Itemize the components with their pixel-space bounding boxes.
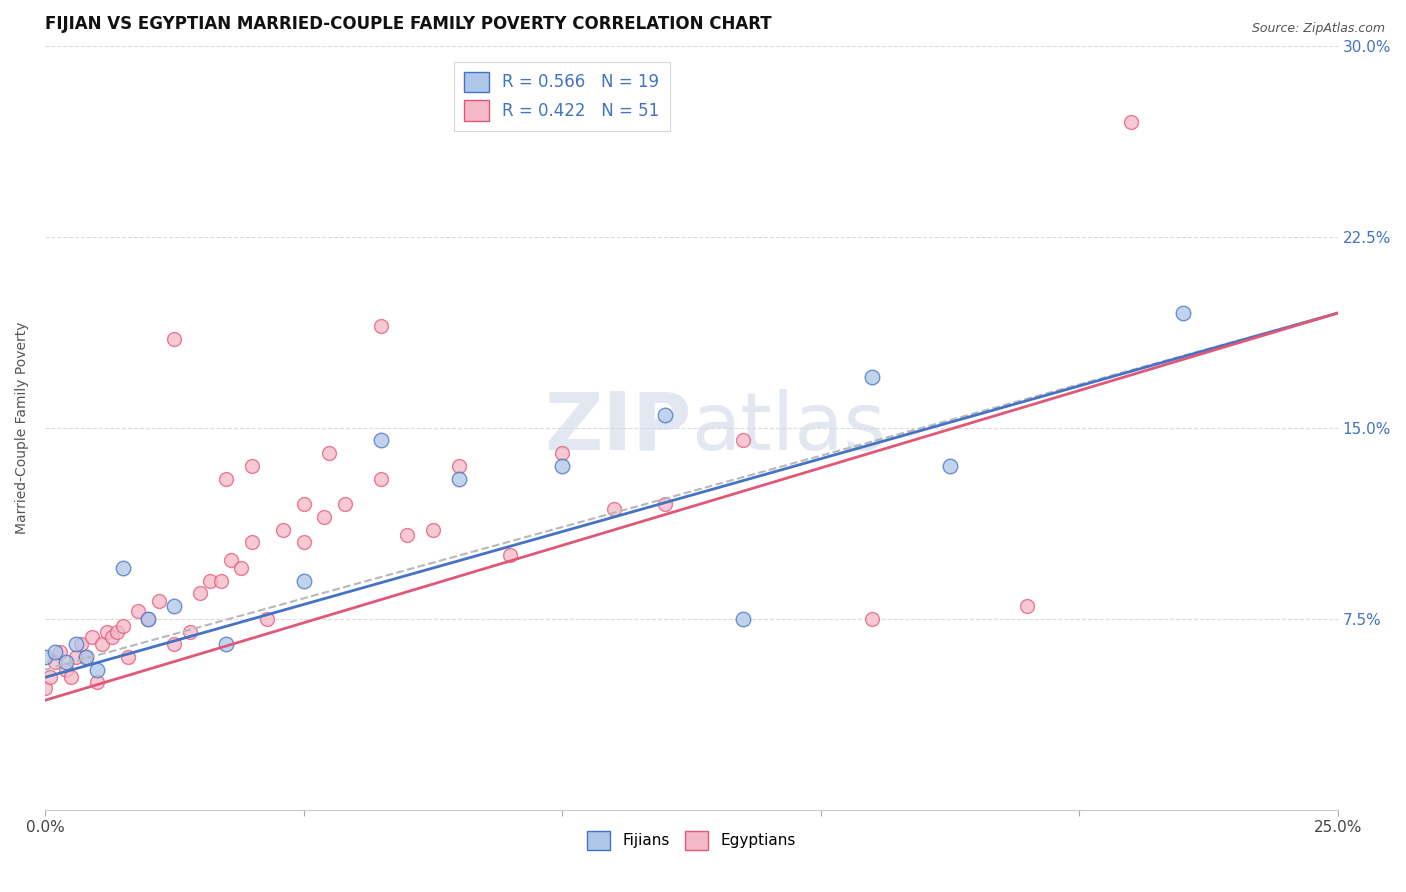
Point [138,612,160,626]
Point [292,574,315,588]
Point [215,637,238,651]
Point [318,446,340,460]
Y-axis label: Married-Couple Family Poverty: Married-Couple Family Poverty [15,321,30,534]
Point [75,650,97,665]
Point [59,670,82,684]
Point [731,612,754,626]
Point [333,497,356,511]
Point [1171,306,1194,320]
Point [551,458,574,473]
Point [231,561,253,575]
Point [860,369,883,384]
Point [271,523,294,537]
Point [551,446,574,460]
Point [292,497,315,511]
Point [111,561,134,575]
Point [370,434,392,448]
Point [163,599,186,613]
Point [395,527,418,541]
Point [603,502,626,516]
Point [1119,115,1142,129]
Point [860,612,883,626]
Point [70,637,93,651]
Point [90,637,112,651]
Legend: Fijians, Egyptians: Fijians, Egyptians [581,825,801,855]
Point [80,630,103,644]
Text: FIJIAN VS EGYPTIAN MARRIED-COUPLE FAMILY POVERTY CORRELATION CHART: FIJIAN VS EGYPTIAN MARRIED-COUPLE FAMILY… [45,15,772,33]
Point [447,458,470,473]
Point [101,630,124,644]
Point [200,574,222,588]
Point [55,663,77,677]
Point [163,637,186,651]
Point [39,670,62,684]
Point [127,604,149,618]
Point [65,637,87,651]
Text: ZIP: ZIP [544,389,692,467]
Point [292,535,315,549]
Point [65,650,87,665]
Point [370,318,392,333]
Point [111,619,134,633]
Point [179,624,201,639]
Point [240,535,263,549]
Point [86,675,108,690]
Point [240,458,263,473]
Point [654,408,676,422]
Point [422,523,444,537]
Point [105,624,128,639]
Point [49,645,72,659]
Point [209,574,232,588]
Point [188,586,211,600]
Point [117,650,139,665]
Point [215,472,238,486]
Point [44,645,66,659]
Point [34,681,56,695]
Point [219,553,242,567]
Point [447,472,470,486]
Point [163,332,186,346]
Point [314,509,336,524]
Point [370,472,392,486]
Point [75,650,97,665]
Point [96,624,118,639]
Point [86,663,108,677]
Point [939,458,962,473]
Text: Source: ZipAtlas.com: Source: ZipAtlas.com [1251,22,1385,36]
Point [731,434,754,448]
Point [499,548,522,562]
Text: atlas: atlas [692,389,886,467]
Point [44,655,66,669]
Point [34,650,56,665]
Point [1017,599,1039,613]
Point [138,612,160,626]
Point [55,655,77,669]
Point [654,497,676,511]
Point [256,612,278,626]
Point [148,594,170,608]
